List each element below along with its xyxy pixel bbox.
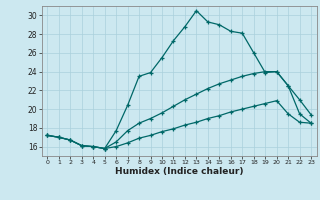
X-axis label: Humidex (Indice chaleur): Humidex (Indice chaleur) — [115, 167, 244, 176]
